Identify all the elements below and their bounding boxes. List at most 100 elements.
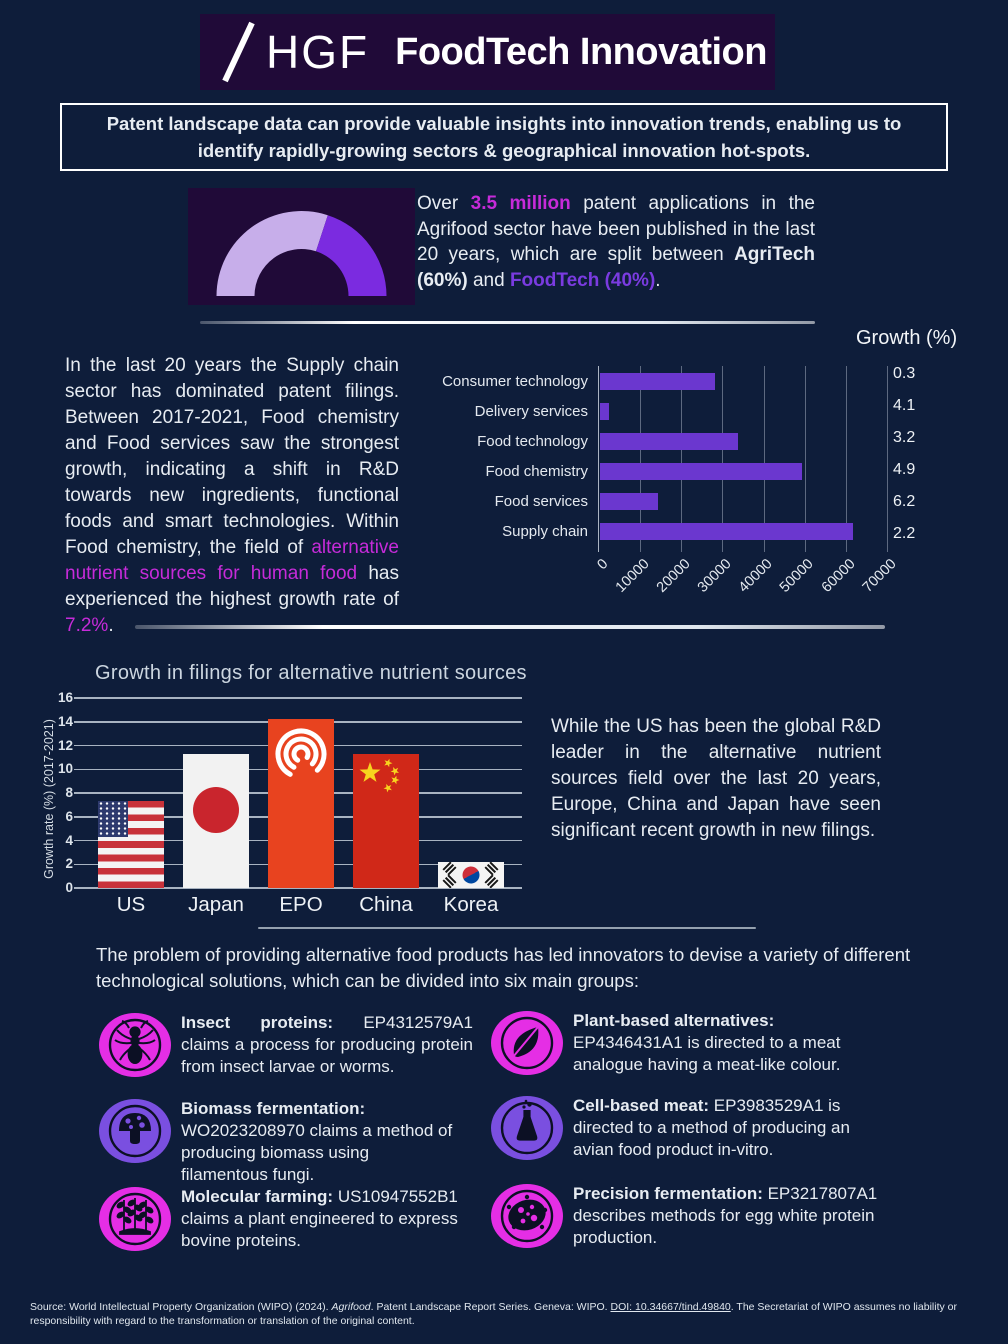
header-logo-box: HGF FoodTech Innovation bbox=[200, 14, 775, 90]
category-label: Food technology bbox=[477, 432, 588, 450]
text-fragment: FoodTech (40%) bbox=[509, 269, 656, 291]
supply-chain-paragraph: In the last 20 years the Supply chain se… bbox=[65, 353, 399, 639]
group-description: Plant-based alternatives: EP4346431A1 is … bbox=[573, 1010, 849, 1076]
gridline bbox=[845, 366, 847, 552]
y-tick-label: 10 bbox=[57, 761, 73, 777]
text-fragment: . bbox=[655, 269, 661, 291]
x-tick-label: 60000 bbox=[818, 556, 859, 596]
gridline bbox=[681, 366, 683, 552]
gauge-slice-agritech bbox=[216, 211, 328, 296]
category-label: Food services bbox=[494, 492, 588, 510]
y-tick-label: 8 bbox=[65, 785, 73, 800]
divider bbox=[258, 927, 756, 929]
group-text: EP3983529A1 is directed to a method of p… bbox=[573, 1096, 850, 1159]
x-tick-label: 70000 bbox=[859, 556, 900, 596]
category-label: Consumer technology bbox=[442, 372, 588, 390]
group-title: Cell-based meat: bbox=[573, 1096, 710, 1115]
gauge-slice-foodtech bbox=[316, 215, 387, 296]
microbe-icon bbox=[490, 1183, 564, 1249]
gridline bbox=[887, 366, 888, 552]
x-tick-label: 30000 bbox=[694, 556, 735, 596]
group-description: Precision fermentation: EP3217807A1 desc… bbox=[573, 1183, 885, 1249]
group-title: Plant-based alternatives: bbox=[573, 1011, 775, 1030]
japan-flag-sun bbox=[193, 787, 239, 834]
flag-bar-label: EPO bbox=[279, 893, 323, 916]
group-title: Insect proteins: bbox=[181, 1013, 334, 1032]
bar-food-chemistry bbox=[600, 462, 802, 480]
divider bbox=[135, 625, 885, 629]
gridline bbox=[722, 366, 724, 552]
group-text: WO2023208970 claims a method of producin… bbox=[181, 1121, 453, 1184]
y-tick-label: 6 bbox=[65, 808, 73, 824]
sector-bar-chart bbox=[598, 366, 888, 552]
text-fragment: and bbox=[467, 269, 510, 291]
text-fragment: . The Secretariat of WIPO assumes no lia… bbox=[30, 1301, 957, 1327]
bar-consumer-technology bbox=[600, 372, 716, 390]
page-title: FoodTech Innovation bbox=[395, 30, 767, 73]
growth-value: 3.2 bbox=[893, 428, 916, 446]
flag-chart-y-ticks: 0 2 4 6 8 10 12 14 16 bbox=[40, 690, 73, 895]
korea-trigram bbox=[484, 874, 499, 888]
gridline bbox=[763, 366, 765, 552]
y-tick-label: 4 bbox=[65, 832, 73, 848]
hgf-logo-text: HGF bbox=[266, 26, 370, 78]
group-molecular-farming: Molecular farming: US10947552B1 claims a… bbox=[98, 1186, 467, 1252]
flag-bar-label: US bbox=[116, 893, 146, 916]
group-text: EP3217807A1 describes methods for egg wh… bbox=[573, 1184, 878, 1247]
group-description: Molecular farming: US10947552B1 claims a… bbox=[181, 1186, 467, 1252]
flag-bar-epo bbox=[268, 719, 334, 888]
flag-chart-x-labels: US Japan EPO China Korea bbox=[80, 893, 512, 921]
text-fragment: In the last 20 years the Supply chain se… bbox=[65, 355, 399, 558]
category-label: Supply chain bbox=[502, 522, 588, 540]
ant-icon bbox=[98, 1012, 172, 1078]
x-tick-label: 50000 bbox=[777, 556, 818, 596]
bar-food-technology bbox=[600, 432, 738, 450]
flag-bar-china bbox=[353, 753, 419, 888]
group-cell-based-meat: Cell-based meat: EP3983529A1 is directed… bbox=[490, 1095, 857, 1161]
text-fragment: 3.5 million bbox=[470, 193, 571, 214]
epo-logo-icon bbox=[275, 728, 327, 780]
growth-value: 2.2 bbox=[893, 524, 916, 542]
flag-chart-title: Growth in filings for alternative nutrie… bbox=[95, 662, 527, 684]
text-fragment: Over bbox=[417, 193, 471, 214]
bar-food-services bbox=[600, 492, 658, 510]
text-fragment: . Patent Landscape Report Series. Geneva… bbox=[370, 1301, 611, 1313]
text-fragment: AgriTech (60%) bbox=[417, 244, 815, 291]
intro-banner: Patent landscape data can provide valuab… bbox=[60, 103, 948, 171]
growth-value: 4.1 bbox=[893, 396, 916, 414]
text-fragment: 7.2% bbox=[65, 615, 109, 636]
divider bbox=[200, 321, 815, 324]
text-fragment: Agrifood bbox=[331, 1301, 371, 1313]
flag-bar-chart bbox=[74, 697, 522, 889]
source-citation: Source: World Intellectual Property Orga… bbox=[30, 1300, 980, 1328]
growth-value: 4.9 bbox=[893, 460, 916, 478]
bar-delivery-services bbox=[600, 402, 610, 420]
group-title: Molecular farming: bbox=[181, 1187, 334, 1206]
y-tick-label: 16 bbox=[57, 690, 73, 705]
gridline bbox=[640, 366, 642, 552]
bar-supply-chain bbox=[600, 522, 854, 540]
flag-bar-label: China bbox=[359, 893, 413, 916]
y-tick-label: 0 bbox=[65, 880, 73, 895]
korea-trigram bbox=[484, 861, 499, 876]
group-description: Insect proteins: EP4312579A1 claims a pr… bbox=[181, 1012, 473, 1078]
text-fragment: has experienced the highest growth rate … bbox=[65, 563, 400, 610]
agrifood-split-gauge bbox=[216, 211, 387, 296]
gridline bbox=[74, 887, 522, 889]
group-text: EP4346431A1 is directed to a meat analog… bbox=[573, 1033, 841, 1074]
gauge-panel bbox=[188, 188, 415, 305]
group-text: EP4312579A1 claims a process for produci… bbox=[181, 1013, 473, 1076]
growth-value: 0.3 bbox=[893, 364, 916, 382]
us-flag-canton bbox=[98, 801, 128, 837]
group-title: Precision fermentation: bbox=[573, 1184, 763, 1203]
x-tick-label: 20000 bbox=[653, 556, 694, 596]
y-tick-label: 12 bbox=[57, 737, 73, 753]
overview-paragraph: Over 3.5 million patent applications in … bbox=[417, 191, 815, 293]
group-text: US10947552B1 claims a plant engineered t… bbox=[181, 1187, 458, 1250]
hgf-slash-icon bbox=[222, 21, 255, 83]
china-flag-stars bbox=[359, 758, 400, 793]
text-fragment: Source: World Intellectual Property Orga… bbox=[30, 1301, 332, 1313]
y-tick-label: 14 bbox=[57, 713, 73, 729]
doi-link[interactable]: DOI: 10.34667/tind.49840 bbox=[610, 1301, 731, 1313]
x-tick-label: 0 bbox=[594, 556, 612, 574]
